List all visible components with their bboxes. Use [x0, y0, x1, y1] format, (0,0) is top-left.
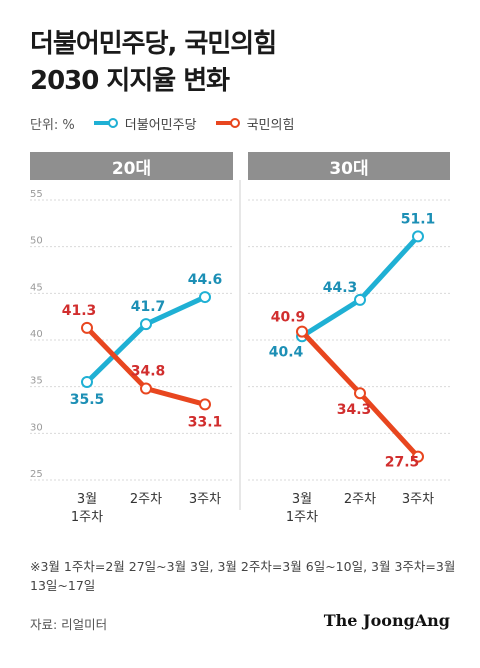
data-point: [412, 230, 424, 243]
data-point: [199, 398, 211, 411]
panel-header-20s: 20대: [30, 152, 233, 180]
data-point: [354, 387, 366, 400]
page-title: 더불어민주당, 국민의힘 2030 지지율 변화: [30, 26, 277, 100]
data-label: 51.1: [401, 211, 436, 227]
x-tick-label: 2주차: [130, 492, 162, 507]
title-line-2: 2030 지지율 변화: [30, 66, 230, 96]
data-label: 27.5: [385, 455, 420, 471]
legend: 단위: % 더불어민주당 국민의힘: [30, 113, 312, 133]
data-label: 44.6: [188, 272, 223, 288]
data-label: 33.1: [188, 414, 223, 430]
publisher-logo: The JoongAng: [323, 611, 450, 630]
data-label: 40.4: [269, 344, 304, 360]
legend-dem-swatch-icon: [93, 118, 118, 128]
legend-item-ppp: 국민의힘: [215, 113, 295, 133]
y-tick-label: 55: [30, 189, 43, 200]
y-tick-label: 45: [30, 282, 43, 293]
legend-ppp-label: 국민의힘: [246, 117, 295, 133]
data-point: [296, 325, 308, 338]
footnote: ※3월 1주차=2월 27일~3월 3일, 3월 2주차=3월 6일~10일, …: [30, 559, 456, 593]
data-label: 34.3: [337, 402, 372, 418]
data-point: [354, 293, 366, 306]
data-point: [140, 382, 152, 395]
source-label: 자료: 리얼미터: [30, 617, 108, 632]
data-label: 44.3: [323, 280, 358, 296]
x-tick-label: 3월: [292, 492, 312, 507]
x-tick-label: 2주차: [344, 492, 376, 507]
data-label: 35.5: [70, 392, 105, 408]
x-tick-label: 3주차: [402, 492, 434, 507]
legend-item-dem: 더불어민주당: [93, 113, 197, 133]
data-label: 41.7: [131, 299, 166, 315]
legend-ppp-swatch-icon: [215, 118, 240, 128]
x-tick-label: 1주차: [286, 510, 318, 525]
series-line-dem: [299, 233, 421, 339]
x-tick-label: 3주차: [189, 492, 221, 507]
title-line-1: 더불어민주당, 국민의힘: [30, 29, 277, 59]
data-point: [81, 321, 93, 334]
data-label: 41.3: [62, 303, 97, 319]
y-tick-label: 35: [30, 376, 43, 387]
y-tick-label: 50: [30, 236, 43, 247]
data-point: [81, 376, 93, 388]
x-tick-label: 3월: [77, 492, 97, 507]
y-tick-label: 40: [30, 329, 43, 340]
data-point: [412, 450, 424, 463]
data-point: [199, 291, 211, 304]
data-point: [140, 318, 152, 331]
unit-label: 단위: %: [30, 117, 75, 133]
y-tick-label: 30: [30, 422, 43, 433]
y-tick-label: 25: [30, 469, 43, 480]
x-tick-label: 1주차: [71, 510, 103, 525]
legend-dem-label: 더불어민주당: [124, 117, 197, 133]
panel-header-30s: 30대: [248, 152, 450, 180]
data-label: 40.9: [271, 310, 306, 326]
data-label: 34.8: [131, 364, 166, 380]
